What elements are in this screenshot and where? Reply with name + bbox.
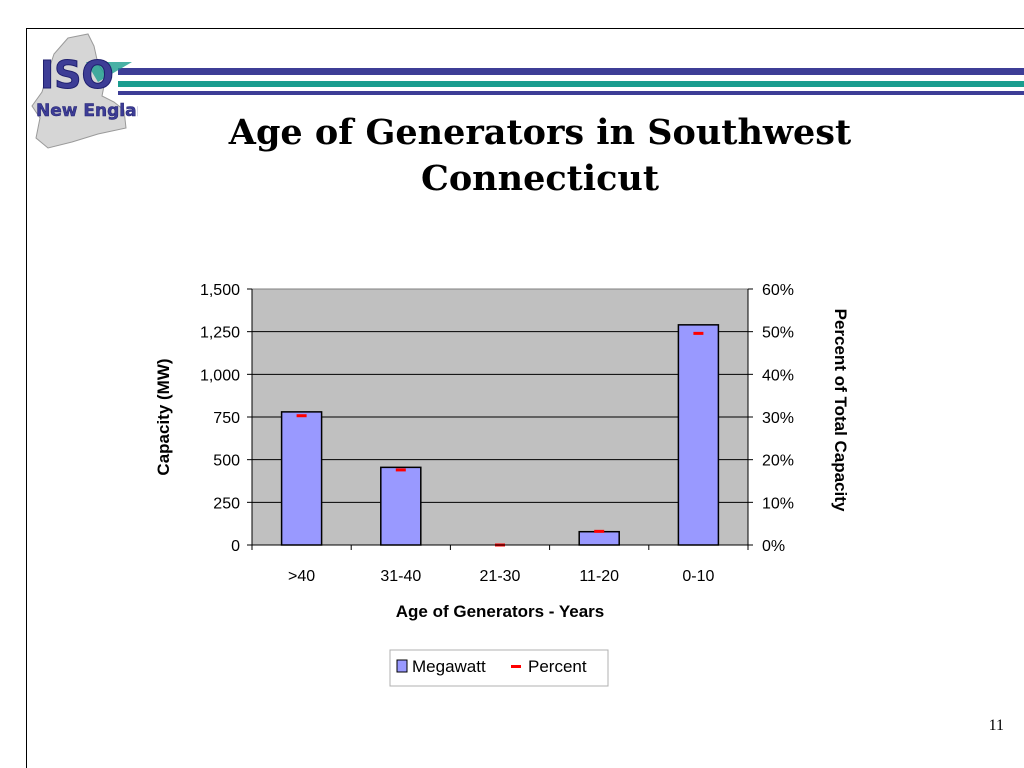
y2-tick-label: 40% <box>762 367 794 384</box>
header-band-teal <box>118 81 1024 87</box>
y2-tick-label: 50% <box>762 325 794 342</box>
marker-percent <box>296 414 307 418</box>
y-axis-label: Capacity (MW) <box>154 358 173 475</box>
y2-tick-label: 10% <box>762 495 794 512</box>
svg-text:ISO: ISO <box>40 53 114 97</box>
x-tick-label: >40 <box>288 568 315 585</box>
x-tick-label: 0-10 <box>682 568 714 585</box>
y2-tick-label: 60% <box>762 282 794 299</box>
x-tick-label: 21-30 <box>480 568 521 585</box>
svg-text:New England: New England <box>36 101 138 121</box>
y2-tick-label: 30% <box>762 410 794 427</box>
title-line-1: Age of Generators in Southwest <box>228 112 852 153</box>
y-tick-label: 750 <box>213 410 240 427</box>
header-band-dark <box>118 91 1024 95</box>
y-tick-label: 0 <box>231 538 240 555</box>
marker-percent <box>395 468 406 472</box>
y-tick-label: 1,000 <box>200 367 240 384</box>
legend-box <box>389 649 609 687</box>
chart-legend: Megawatt Percent <box>389 649 609 687</box>
legend-percent-label: Percent <box>528 657 587 676</box>
bar-megawatt <box>380 466 422 546</box>
header-band-blue <box>118 68 1024 75</box>
legend-megawatt-label: Megawatt <box>412 657 486 676</box>
y-tick-label: 1,500 <box>200 282 240 299</box>
y-tick-label: 500 <box>213 453 240 470</box>
bar-megawatt <box>280 411 323 546</box>
marker-percent <box>594 529 605 533</box>
y2-axis-label: Percent of Total Capacity <box>831 309 850 512</box>
page-number: 11 <box>988 717 1004 734</box>
bar-megawatt <box>578 530 620 546</box>
x-axis-label: Age of Generators - Years <box>396 602 605 621</box>
iso-new-england-logo: ISO New England <box>31 33 138 149</box>
y2-tick-label: 20% <box>762 453 794 470</box>
legend-megawatt-swatch <box>396 659 408 673</box>
page-title: Age of Generators in Southwest Connectic… <box>180 110 900 202</box>
y-tick-label: 250 <box>213 495 240 512</box>
bar-megawatt <box>677 324 720 546</box>
frame-left-line <box>26 28 27 768</box>
legend-percent-swatch <box>511 665 521 668</box>
title-line-2: Connecticut <box>420 158 660 199</box>
y-tick-label: 1,250 <box>200 325 240 342</box>
x-tick-label: 11-20 <box>579 568 619 585</box>
y2-tick-label: 0% <box>762 538 785 555</box>
x-tick-label: 31-40 <box>380 568 421 585</box>
marker-percent <box>693 331 704 335</box>
frame-top-line <box>26 28 1024 29</box>
